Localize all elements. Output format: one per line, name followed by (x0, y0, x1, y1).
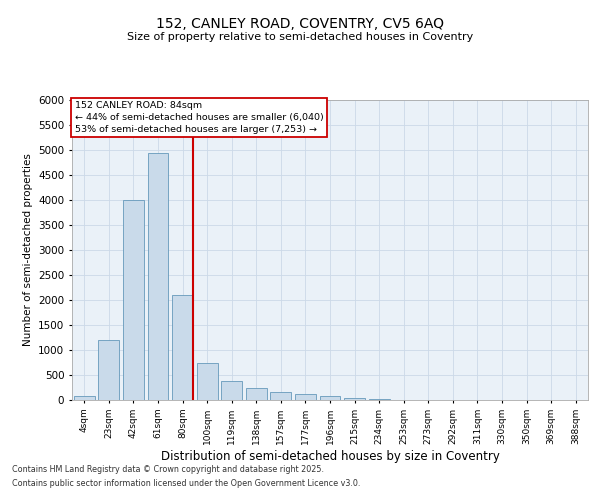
Bar (172, 295, 193, 400)
Bar (271, 392, 292, 400)
Text: 152 CANLEY ROAD: 84sqm
← 44% of semi-detached houses are smaller (6,040)
53% of : 152 CANLEY ROAD: 84sqm ← 44% of semi-det… (74, 102, 323, 134)
Bar (295, 394, 316, 400)
Bar (123, 200, 144, 400)
Text: Contains public sector information licensed under the Open Government Licence v3: Contains public sector information licen… (12, 479, 361, 488)
Bar (344, 398, 365, 400)
Bar (320, 396, 340, 400)
Bar (368, 399, 389, 400)
Bar (197, 362, 218, 400)
Bar (98, 340, 119, 400)
Bar (74, 396, 95, 400)
Y-axis label: Number of semi-detached properties: Number of semi-detached properties (23, 154, 32, 346)
Text: 152, CANLEY ROAD, COVENTRY, CV5 6AQ: 152, CANLEY ROAD, COVENTRY, CV5 6AQ (156, 18, 444, 32)
X-axis label: Distribution of semi-detached houses by size in Coventry: Distribution of semi-detached houses by … (161, 450, 499, 462)
Text: Size of property relative to semi-detached houses in Coventry: Size of property relative to semi-detach… (127, 32, 473, 42)
Bar (246, 388, 267, 400)
Text: Contains HM Land Registry data © Crown copyright and database right 2025.: Contains HM Land Registry data © Crown c… (12, 466, 324, 474)
Bar (148, 152, 169, 400)
Bar (221, 381, 242, 400)
